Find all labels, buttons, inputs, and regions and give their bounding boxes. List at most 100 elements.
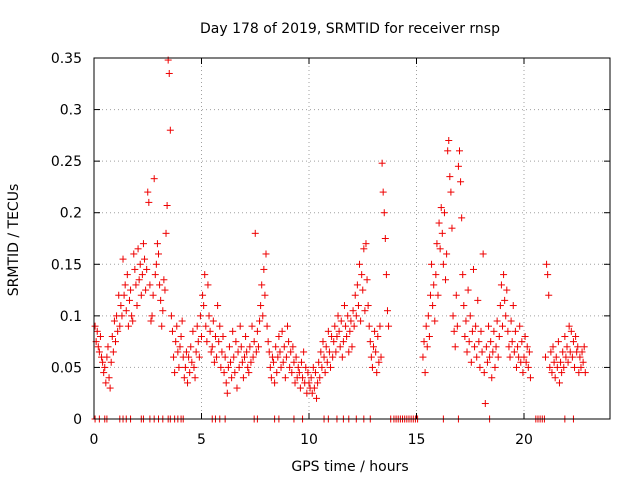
data-point: [546, 363, 554, 371]
data-point: [518, 338, 526, 346]
data-point: [316, 374, 324, 382]
data-point: [171, 369, 179, 377]
data-point: [129, 317, 137, 325]
data-point: [159, 307, 167, 315]
data-point: [161, 286, 169, 294]
data-point: [358, 271, 366, 279]
data-point: [245, 369, 253, 377]
data-point: [119, 255, 127, 263]
data-point: [270, 358, 278, 366]
data-point: [243, 348, 251, 356]
data-point: [342, 322, 350, 330]
data-point: [475, 338, 483, 346]
data-point: [230, 353, 238, 361]
data-point: [279, 358, 287, 366]
data-point: [149, 291, 157, 299]
data-point: [481, 400, 489, 408]
data-point: [213, 353, 221, 361]
data-point: [555, 379, 563, 387]
data-point: [496, 302, 504, 310]
data-point: [349, 307, 357, 315]
data-point: [294, 363, 302, 371]
data-point: [450, 327, 458, 335]
data-point: [195, 353, 203, 361]
data-point: [353, 281, 361, 289]
data-point: [166, 126, 174, 134]
data-point: [323, 358, 331, 366]
data-point: [296, 384, 304, 392]
data-point: [278, 327, 286, 335]
data-point: [375, 358, 383, 366]
data-point: [142, 286, 150, 294]
data-point: [114, 327, 122, 335]
data-point: [568, 353, 576, 361]
data-point: [567, 327, 575, 335]
data-point: [264, 338, 272, 346]
data-point: [165, 69, 173, 77]
data-point: [365, 322, 373, 330]
data-point: [558, 369, 566, 377]
data-point: [569, 338, 577, 346]
data-point: [167, 312, 175, 320]
data-point: [234, 348, 242, 356]
data-point: [572, 332, 580, 340]
data-point: [123, 271, 131, 279]
data-point: [559, 348, 567, 356]
data-point: [94, 343, 102, 351]
data-point: [351, 291, 359, 299]
data-point: [273, 369, 281, 377]
data-point: [229, 327, 237, 335]
data-point: [280, 343, 288, 351]
data-point: [108, 332, 116, 340]
data-point: [565, 322, 573, 330]
data-point: [381, 235, 389, 242]
data-point: [562, 353, 570, 361]
data-point: [110, 317, 118, 325]
data-point: [315, 358, 323, 366]
data-point: [186, 369, 194, 377]
x-tick-labels: 0 5 10 15 20: [90, 432, 533, 448]
data-point: [198, 332, 205, 340]
data-point: [460, 302, 468, 310]
data-point: [299, 374, 307, 382]
data-point: [189, 327, 197, 335]
data-point: [430, 281, 438, 289]
data-point: [557, 358, 565, 366]
data-point: [571, 363, 579, 371]
data-point: [308, 389, 316, 397]
data-point: [112, 338, 119, 346]
data-point: [238, 358, 246, 366]
data-point: [203, 338, 211, 346]
data-point: [176, 343, 184, 351]
data-point: [489, 348, 497, 356]
data-point: [194, 338, 202, 346]
data-point: [311, 369, 319, 377]
data-point: [102, 379, 110, 387]
data-point: [107, 358, 115, 366]
data-point: [338, 353, 346, 361]
data-point: [300, 348, 308, 356]
data-point: [259, 312, 267, 320]
data-point: [291, 379, 299, 387]
data-point: [241, 353, 248, 361]
data-point: [236, 322, 244, 330]
data-point: [439, 260, 447, 268]
data-point: [284, 322, 291, 330]
data-point: [295, 369, 303, 377]
data-point: [576, 353, 584, 361]
data-point: [174, 348, 182, 356]
data-point: [453, 322, 461, 330]
data-point: [548, 369, 556, 377]
data-point: [577, 363, 585, 371]
data-point: [309, 363, 317, 371]
data-point: [225, 343, 233, 351]
data-point: [458, 214, 466, 222]
data-point: [289, 343, 297, 351]
data-point: [274, 353, 282, 361]
data-point: [224, 363, 232, 371]
data-point: [266, 363, 274, 371]
data-point: [374, 332, 382, 340]
data-point: [260, 265, 268, 273]
data-point: [180, 374, 188, 382]
data-point: [378, 159, 386, 167]
